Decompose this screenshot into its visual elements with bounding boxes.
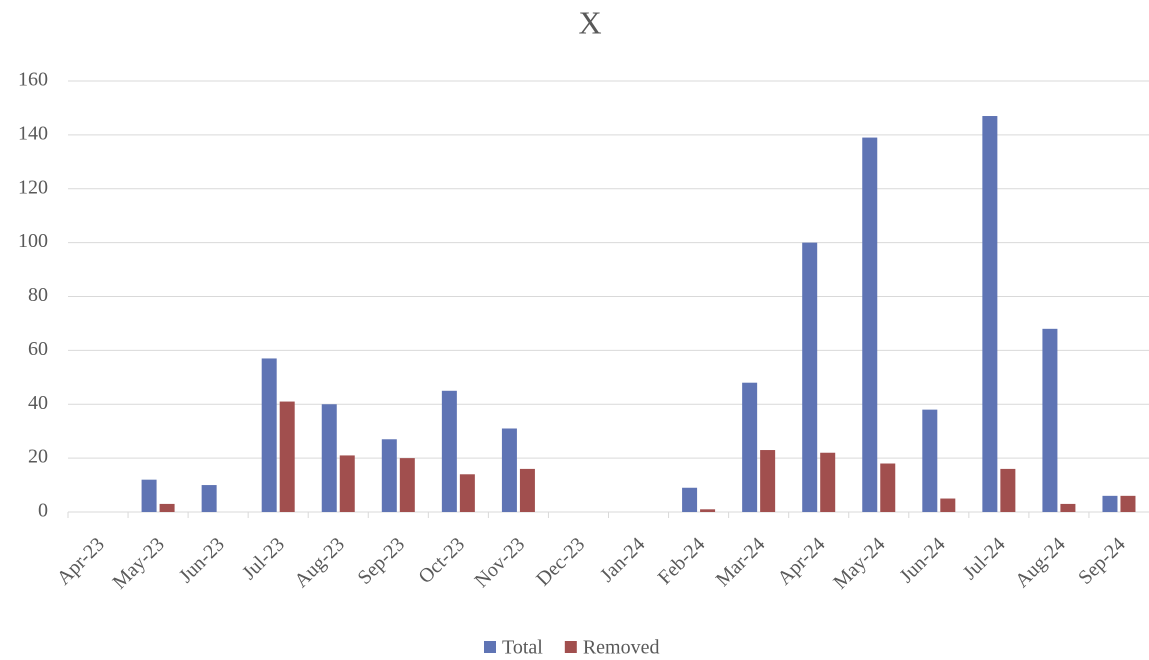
y-tick-label: 140	[18, 122, 48, 144]
y-tick-label: 80	[28, 284, 48, 306]
x-tick-label: Mar-24	[712, 533, 770, 591]
bar	[159, 503, 175, 512]
bar	[519, 468, 535, 512]
bar	[141, 479, 157, 512]
x-tick-label: Jul-24	[959, 533, 1010, 584]
legend-label: Removed	[583, 637, 660, 659]
bar	[339, 455, 355, 512]
bar	[802, 242, 818, 512]
y-tick-label: 0	[38, 500, 48, 522]
bar	[1042, 328, 1058, 512]
x-tick-label: Jan-24	[596, 533, 649, 586]
x-tick-label: Oct-23	[414, 533, 469, 588]
bar	[261, 358, 277, 512]
bar	[742, 382, 758, 512]
x-tick-label: May-24	[829, 533, 889, 593]
bar	[922, 409, 938, 512]
bar	[441, 390, 457, 512]
bar	[279, 401, 295, 512]
x-tick-label: Jun-24	[896, 533, 950, 587]
bar	[982, 116, 998, 513]
x-tick-label: Dec-23	[532, 533, 589, 590]
bar	[1102, 495, 1118, 512]
y-tick-label: 100	[18, 230, 48, 252]
x-tick-label: Nov-23	[470, 533, 529, 592]
legend-swatch	[564, 641, 577, 653]
y-tick-label: 40	[28, 392, 48, 414]
y-tick-label: 120	[18, 176, 48, 198]
bar	[682, 487, 698, 512]
legend-label: Total	[502, 637, 543, 659]
bar	[381, 439, 397, 512]
bar	[1120, 495, 1136, 512]
x-tick-label: Apr-24	[773, 533, 829, 589]
x-tick-label: Jun-23	[175, 533, 229, 587]
legend-swatch	[484, 641, 496, 653]
y-tick-label: 160	[18, 69, 48, 91]
bar	[700, 509, 716, 512]
x-tick-label: Apr-23	[53, 533, 109, 589]
x-tick-label: Feb-24	[654, 533, 710, 589]
bar	[940, 498, 956, 512]
x-tick-label: Jul-23	[238, 533, 289, 584]
y-tick-label: 20	[28, 446, 48, 468]
x-tick-label: Aug-23	[290, 533, 349, 592]
x-tick-label: Sep-24	[1074, 533, 1130, 589]
y-tick-label: 60	[28, 338, 48, 360]
bar	[820, 452, 836, 512]
bar	[399, 458, 415, 512]
x-tick-label: Sep-23	[353, 533, 409, 589]
chart-title: X	[578, 4, 601, 40]
bar	[459, 474, 475, 512]
bar	[760, 450, 776, 512]
bar	[321, 404, 337, 512]
bar	[862, 137, 878, 512]
x-tick-label: Aug-24	[1011, 533, 1070, 592]
bar	[501, 428, 517, 512]
bar	[1060, 503, 1076, 512]
x-tick-label: May-23	[109, 533, 169, 593]
bar	[880, 463, 896, 512]
bar	[1000, 468, 1016, 512]
bar	[201, 485, 217, 512]
